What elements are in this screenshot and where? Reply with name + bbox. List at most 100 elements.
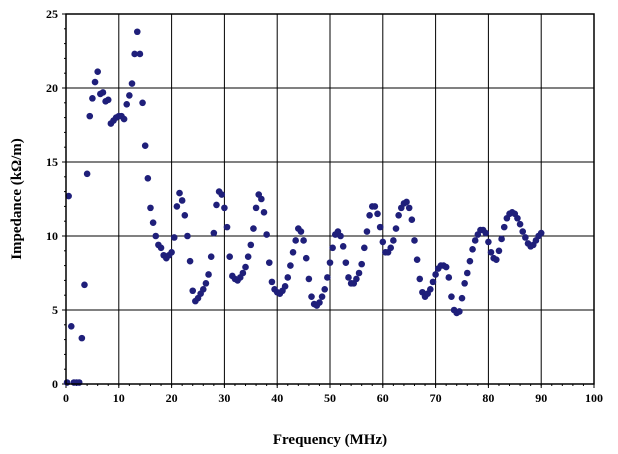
- y-tick-label: 10: [46, 229, 58, 243]
- data-point: [223, 223, 231, 231]
- data-point: [339, 243, 347, 250]
- data-point: [429, 278, 437, 286]
- y-tick-label: 5: [52, 303, 58, 317]
- data-point: [498, 235, 505, 243]
- x-tick-label: 40: [271, 391, 283, 405]
- data-point: [427, 285, 434, 293]
- data-point: [218, 191, 226, 198]
- x-tick-label: 20: [166, 391, 178, 405]
- data-point: [144, 174, 152, 182]
- x-tick-label: 50: [324, 391, 336, 405]
- data-point: [413, 256, 421, 263]
- data-point: [442, 263, 450, 271]
- data-point: [104, 96, 112, 104]
- data-point: [395, 211, 402, 219]
- data-point: [363, 228, 371, 235]
- data-point: [355, 269, 363, 277]
- data-point: [136, 50, 144, 58]
- data-point: [522, 234, 529, 241]
- x-axis-title: Frequency (MHz): [273, 432, 387, 448]
- data-point: [133, 28, 141, 36]
- data-point: [519, 228, 527, 235]
- data-point: [260, 209, 268, 216]
- data-point: [184, 232, 191, 240]
- data-point: [405, 204, 413, 212]
- data-point: [408, 216, 416, 224]
- data-point: [390, 237, 397, 244]
- x-tick-label: 90: [535, 391, 547, 405]
- data-point: [316, 299, 323, 306]
- data-point: [329, 244, 336, 252]
- x-tick-label: 100: [585, 391, 603, 405]
- data-point: [268, 278, 276, 286]
- data-point: [353, 275, 360, 283]
- data-point: [471, 237, 479, 244]
- data-point: [366, 211, 373, 219]
- data-point: [258, 195, 265, 203]
- data-point: [371, 203, 379, 210]
- data-point: [284, 274, 292, 281]
- data-point: [297, 228, 305, 235]
- data-point: [392, 225, 400, 232]
- data-point: [247, 241, 255, 249]
- data-point: [292, 237, 299, 244]
- grid-lines: [66, 14, 594, 384]
- y-tick-label: 20: [46, 81, 58, 95]
- data-point: [89, 95, 96, 102]
- data-point: [202, 280, 210, 287]
- data-point: [242, 263, 249, 271]
- x-tick-label: 60: [377, 391, 389, 405]
- data-point: [81, 281, 88, 289]
- data-point: [387, 244, 395, 252]
- data-point: [170, 234, 178, 241]
- data-point: [205, 271, 212, 278]
- data-point: [487, 248, 495, 256]
- data-point: [445, 274, 453, 281]
- data-point: [300, 237, 307, 244]
- data-point: [321, 285, 329, 293]
- data-point: [86, 112, 94, 120]
- data-point: [120, 115, 128, 123]
- data-point: [128, 80, 136, 87]
- data-point: [324, 274, 331, 281]
- data-point: [287, 262, 294, 269]
- data-point: [244, 253, 252, 261]
- x-tick-label: 30: [218, 391, 230, 405]
- data-point: [516, 220, 524, 228]
- data-point: [495, 247, 503, 255]
- data-point: [83, 170, 91, 178]
- y-tick-label: 25: [46, 7, 58, 21]
- data-point: [403, 198, 410, 206]
- data-point: [252, 204, 260, 212]
- data-point: [173, 203, 181, 210]
- data-point: [281, 283, 289, 290]
- data-point: [326, 259, 334, 266]
- data-point: [176, 189, 183, 197]
- data-point: [308, 293, 315, 300]
- data-point: [379, 238, 387, 246]
- data-point: [305, 275, 313, 283]
- data-point: [514, 214, 521, 222]
- data-point: [250, 225, 257, 232]
- data-point: [131, 50, 138, 58]
- data-point: [178, 197, 186, 204]
- data-point: [147, 204, 154, 212]
- y-axis-title: Impedance (kΩ/m): [9, 138, 25, 260]
- data-point: [448, 293, 455, 300]
- data-point: [99, 89, 107, 96]
- data-point: [318, 293, 326, 300]
- data-point: [263, 231, 270, 238]
- data-point: [75, 379, 83, 386]
- data-point: [500, 223, 508, 231]
- data-point: [482, 229, 490, 237]
- data-point: [149, 219, 157, 226]
- data-point: [210, 229, 218, 237]
- data-point: [141, 142, 149, 150]
- data-point: [302, 254, 310, 262]
- data-point: [416, 275, 424, 283]
- data-point: [374, 210, 381, 218]
- data-point: [361, 244, 368, 252]
- data-point: [469, 246, 476, 253]
- data-point: [537, 229, 545, 237]
